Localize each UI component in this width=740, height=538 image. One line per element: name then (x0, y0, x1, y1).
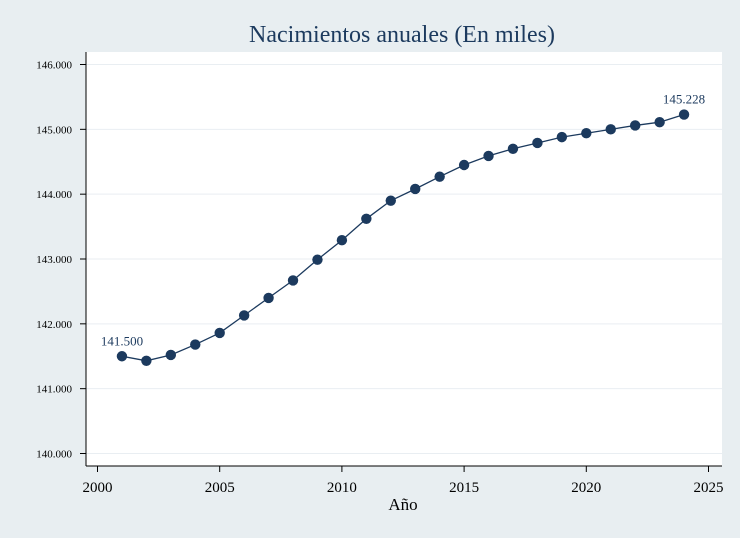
x-tick-label: 2010 (327, 480, 357, 496)
data-point (458, 159, 470, 171)
y-tick-label: 143.000 (36, 254, 72, 266)
x-axis-ticks: 2000 2005 2010 2015 2020 2025 (83, 466, 724, 496)
y-tick-label: 144.000 (36, 189, 72, 201)
data-point (190, 339, 201, 350)
data-point (385, 195, 396, 206)
data-point (605, 124, 616, 135)
x-tick-label: 2015 (449, 480, 479, 496)
data-point (532, 137, 543, 149)
data-point (165, 349, 177, 361)
y-axis-ticks: 140.000 141.000 142.000 143.000 144.000 145.0… (36, 60, 86, 461)
data-point (654, 117, 665, 128)
y-tick-label: 140.000 (36, 449, 72, 461)
data-point (434, 171, 445, 182)
x-axis-label: Año (388, 495, 417, 514)
grid-lines (86, 64, 722, 454)
data-point (410, 183, 421, 195)
data-point (238, 310, 250, 321)
data-point (116, 351, 128, 362)
data-point (483, 150, 494, 162)
y-tick-label: 146.000 (36, 60, 72, 72)
data-label: 141.500 (101, 333, 143, 348)
data-point (629, 120, 641, 131)
x-tick-label: 2005 (205, 480, 235, 496)
x-tick-label: 2020 (571, 480, 601, 496)
x-tick-label: 2000 (83, 480, 113, 496)
data-point (214, 327, 225, 339)
data-point (287, 275, 299, 286)
y-tick-label: 141.000 (36, 384, 72, 396)
data-point (263, 292, 274, 304)
data-point (556, 131, 568, 143)
y-tick-label: 142.000 (36, 319, 72, 331)
data-label: 145.228 (663, 92, 705, 107)
series-layer (116, 109, 690, 366)
y-tick-label: 145.000 (36, 124, 72, 136)
chart-title: Nacimientos anuales (En miles) (249, 22, 555, 48)
data-point (141, 355, 152, 366)
data-point (361, 213, 372, 225)
data-point (336, 234, 348, 246)
data-point (312, 254, 323, 265)
x-tick-label: 2025 (694, 480, 724, 496)
data-labels: 141.500 145.228 (101, 92, 705, 349)
data-point (507, 143, 519, 154)
data-point (678, 109, 690, 120)
data-point (581, 128, 592, 139)
